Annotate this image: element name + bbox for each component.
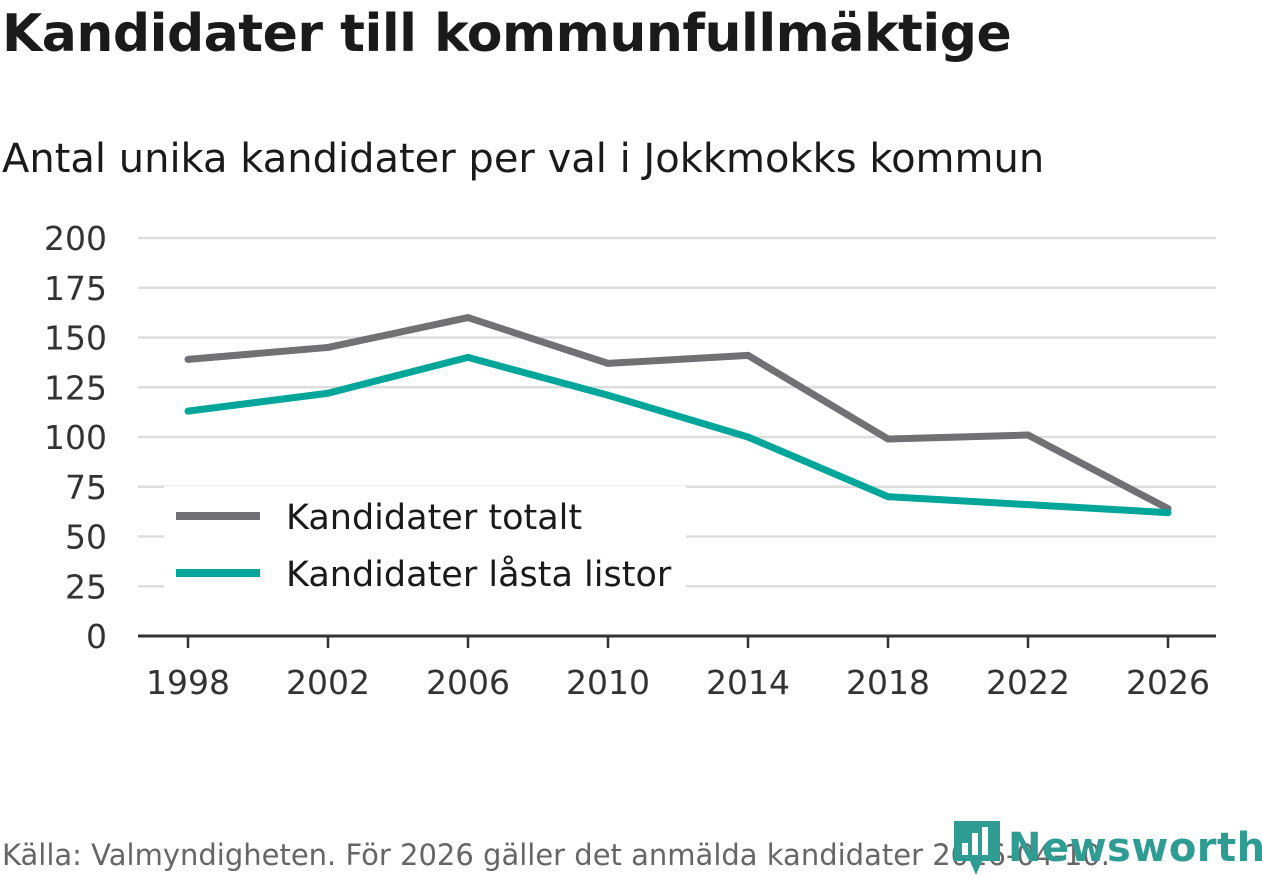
series-lines: [184, 314, 1172, 517]
data-point: [744, 351, 752, 359]
data-point: [604, 391, 612, 399]
legend-box: [164, 486, 686, 598]
y-tick-label: 150: [44, 319, 107, 358]
data-point: [184, 407, 192, 415]
chart-title: Kandidater till kommunfullmäktige: [2, 4, 1012, 64]
y-tick-label: 125: [44, 368, 107, 407]
y-tick-label: 175: [44, 269, 107, 308]
data-point: [1164, 509, 1172, 517]
data-point: [184, 355, 192, 363]
legend-label: Kandidater totalt: [286, 498, 582, 538]
data-point: [1024, 431, 1032, 439]
data-point: [324, 343, 332, 351]
series-line-total: [187, 314, 1170, 512]
data-point: [1024, 501, 1032, 509]
x-tick-label: 2026: [1126, 663, 1210, 702]
chart-subtitle: Antal unika kandidater per val i Jokkmok…: [2, 136, 1045, 182]
data-point: [884, 435, 892, 443]
data-point: [464, 314, 472, 322]
newsworthy-logo-icon: [954, 821, 1000, 875]
brand-logo: Newsworthy: [952, 818, 1262, 878]
x-tick-label: 2014: [706, 663, 790, 702]
data-point: [464, 353, 472, 361]
series-line-locked-lists: [187, 353, 1169, 517]
x-axis: 1998 2002 2006 2010 2014 2018 2022 2026: [138, 634, 1216, 702]
x-tick-label: 2022: [986, 663, 1070, 702]
legend: Kandidater totalt Kandidater låsta listor: [164, 486, 686, 598]
y-tick-label: 100: [44, 418, 107, 457]
legend-label: Kandidater låsta listor: [286, 554, 672, 595]
y-tick-label: 50: [65, 518, 107, 557]
y-tick-label: 25: [65, 567, 107, 606]
brand-name: Newsworthy: [1008, 825, 1262, 871]
data-point: [604, 359, 612, 367]
x-tick-label: 2018: [846, 663, 930, 702]
y-tick-label: 200: [44, 219, 107, 258]
y-tick-label: 0: [86, 617, 107, 656]
data-point: [324, 389, 332, 397]
y-tick-label: 75: [65, 468, 107, 507]
x-tick-label: 1998: [146, 663, 230, 702]
source-note: Källa: Valmyndigheten. För 2026 gäller d…: [2, 838, 1110, 872]
data-point: [884, 493, 892, 501]
data-point: [744, 433, 752, 441]
x-tick-label: 2006: [426, 663, 510, 702]
x-tick-label: 2002: [286, 663, 370, 702]
x-tick-label: 2010: [566, 663, 650, 702]
y-axis-ticks: 0 25 50 75 100 125 150 175 200: [44, 219, 107, 656]
line-chart: 0 25 50 75 100 125 150 175 200 1998 2002 2006 2010 2…: [44, 219, 1216, 702]
